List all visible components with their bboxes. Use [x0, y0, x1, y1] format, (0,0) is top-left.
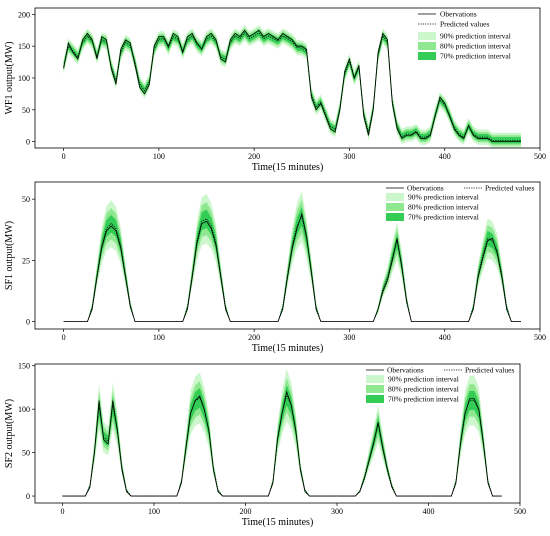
panel-sf2-legend-pi80-swatch — [366, 385, 384, 393]
panel-wf1-predicted-line — [63, 32, 521, 141]
panel-sf1-legend-pi70-label: 70% prediction interval — [408, 213, 479, 222]
panel-sf1-legend-pi80-swatch — [386, 203, 404, 211]
panel-wf1-observations-line — [63, 29, 521, 143]
panel-wf1-x-axis-label: Time(15 minutes) — [252, 162, 324, 173]
panel-wf1-y-tick-label: 200 — [18, 10, 30, 19]
panel-sf1-y-tick-label: 50 — [22, 195, 30, 204]
panel-wf1-legend-pi80-label: 80% prediction interval — [440, 42, 511, 51]
panel-sf1-legend-pred-label: Predicted values — [485, 184, 534, 193]
panel-sf1-x-tick-label: 0 — [62, 333, 66, 342]
panel-wf1-x-tick-label: 100 — [153, 152, 165, 161]
panel-sf1-pi70-band — [63, 206, 521, 322]
panel-wf1-plot-area — [63, 25, 521, 148]
panel-wf1-x-tick-label: 300 — [343, 152, 355, 161]
panel-sf1-x-tick-label: 500 — [534, 333, 546, 342]
panel-wf1-legend-pi70-label: 70% prediction interval — [440, 52, 511, 61]
panel-sf2-y-tick-label: 100 — [18, 405, 30, 414]
panel-sf2-x-tick-label: 300 — [331, 507, 343, 516]
panel-wf1-y-tick-label: 150 — [18, 42, 30, 51]
panel-sf1-legend: Obervations Predicted values 90% predictio… — [386, 184, 534, 222]
panel-sf1-y-tick-label: 25 — [22, 256, 30, 265]
panel-wf1-x-tick-label: 0 — [62, 152, 66, 161]
panel-sf2-x-tick-label: 500 — [514, 507, 526, 516]
panel-sf1-legend-pi90-swatch — [386, 193, 404, 201]
panel-wf1-legend-pi90-label: 90% prediction interval — [440, 32, 511, 41]
panel-wf1-x-tick-label: 400 — [439, 152, 451, 161]
panel-sf2-legend-obs-label: Obervations — [387, 366, 424, 375]
panel-sf1-pi80-band — [63, 199, 521, 322]
panel-wf1-pi70-band — [63, 29, 521, 144]
panel-sf2-x-tick-label: 100 — [148, 507, 160, 516]
panel-wf1-legend-pred-label: Predicted values — [440, 20, 489, 29]
panel-sf2-pi80-band — [62, 378, 502, 497]
panel-sf2-x-axis-label: Time(15 minutes) — [242, 517, 314, 528]
panel-sf1-x-tick-label: 300 — [343, 333, 355, 342]
panel-sf1-predicted-line — [63, 215, 521, 323]
panel-wf1-x-tick-label: 200 — [248, 152, 260, 161]
panel-sf2-pi90-band — [62, 369, 502, 497]
panel-sf1-y-tick-label: 0 — [26, 318, 30, 327]
panel-sf2-plot-area — [62, 369, 502, 497]
panel-wf1-y-tick-label: 100 — [18, 74, 30, 83]
panel-sf2-x-tick-label: 0 — [60, 507, 64, 516]
panel-sf2-x-tick-label: 200 — [239, 507, 251, 516]
panel-sf2-legend-pi80-label: 80% prediction interval — [388, 385, 459, 394]
panel-sf2-y-axis-label: SF2 output(MW) — [4, 399, 15, 468]
panel-wf1-legend-pi70-swatch — [418, 52, 436, 60]
panel-sf1-legend-pi90-label: 90% prediction interval — [408, 193, 479, 202]
panel-wf1-frame — [34, 7, 541, 149]
panel-sf1-x-tick-label: 200 — [248, 333, 260, 342]
panel-sf2-predicted-line — [62, 394, 502, 497]
panel-sf1-frame — [34, 181, 541, 330]
panel-sf2-y-tick-label: 50 — [22, 449, 30, 458]
panel-wf1-legend-pi80-swatch — [418, 42, 436, 50]
panel-sf2-pi70-band — [62, 385, 502, 497]
panel-sf2-y-tick-label: 0 — [26, 492, 30, 501]
panel-sf1-y-axis-label: SF1 output(MW) — [4, 221, 15, 290]
panel-sf1-x-axis-label: Time(15 minutes) — [252, 343, 324, 354]
panel-sf1-plot-area — [63, 191, 521, 323]
panel-sf2-legend-pi70-label: 70% prediction interval — [388, 395, 459, 404]
panel-sf1-x-tick-label: 400 — [439, 333, 451, 342]
panel-wf1-y-axis-label: WF1 output(MW) — [4, 41, 15, 114]
panel-sf2: 0 100 200 300 400 500 0 50 100 150 Time(15 minutes… — [4, 362, 526, 528]
panel-sf1: 0 100 200 300 400 500 0 25 50 Time(15 minutes) SF1… — [4, 181, 546, 354]
panel-sf2-legend: Obervations Predicted values 90% predictio… — [366, 366, 514, 404]
panel-sf1-legend-pi80-label: 80% prediction interval — [408, 203, 479, 212]
panel-sf2-legend-pi90-swatch — [366, 375, 384, 383]
panel-sf2-observations-line — [62, 390, 502, 497]
panel-wf1-legend-pi90-swatch — [418, 32, 436, 40]
panel-wf1-legend-obs-label: Obervations — [440, 10, 477, 19]
panel-wf1-y-tick-label: 0 — [26, 138, 30, 147]
panel-wf1-y-tick-label: 50 — [22, 106, 30, 115]
panel-sf2-y-tick-label: 150 — [18, 362, 30, 371]
panel-sf2-x-tick-label: 400 — [422, 507, 434, 516]
panel-sf2-legend-pred-label: Predicted values — [465, 366, 514, 375]
panel-sf2-legend-pi90-label: 90% prediction interval — [388, 375, 459, 384]
panel-sf1-legend-obs-label: Obervations — [407, 184, 444, 193]
panel-sf1-legend-pi70-swatch — [386, 213, 404, 221]
panel-sf2-legend-pi70-swatch — [366, 395, 384, 403]
panel-sf1-x-tick-label: 100 — [153, 333, 165, 342]
panel-sf2-frame — [34, 363, 521, 504]
panel-wf1-x-tick-label: 500 — [534, 152, 546, 161]
